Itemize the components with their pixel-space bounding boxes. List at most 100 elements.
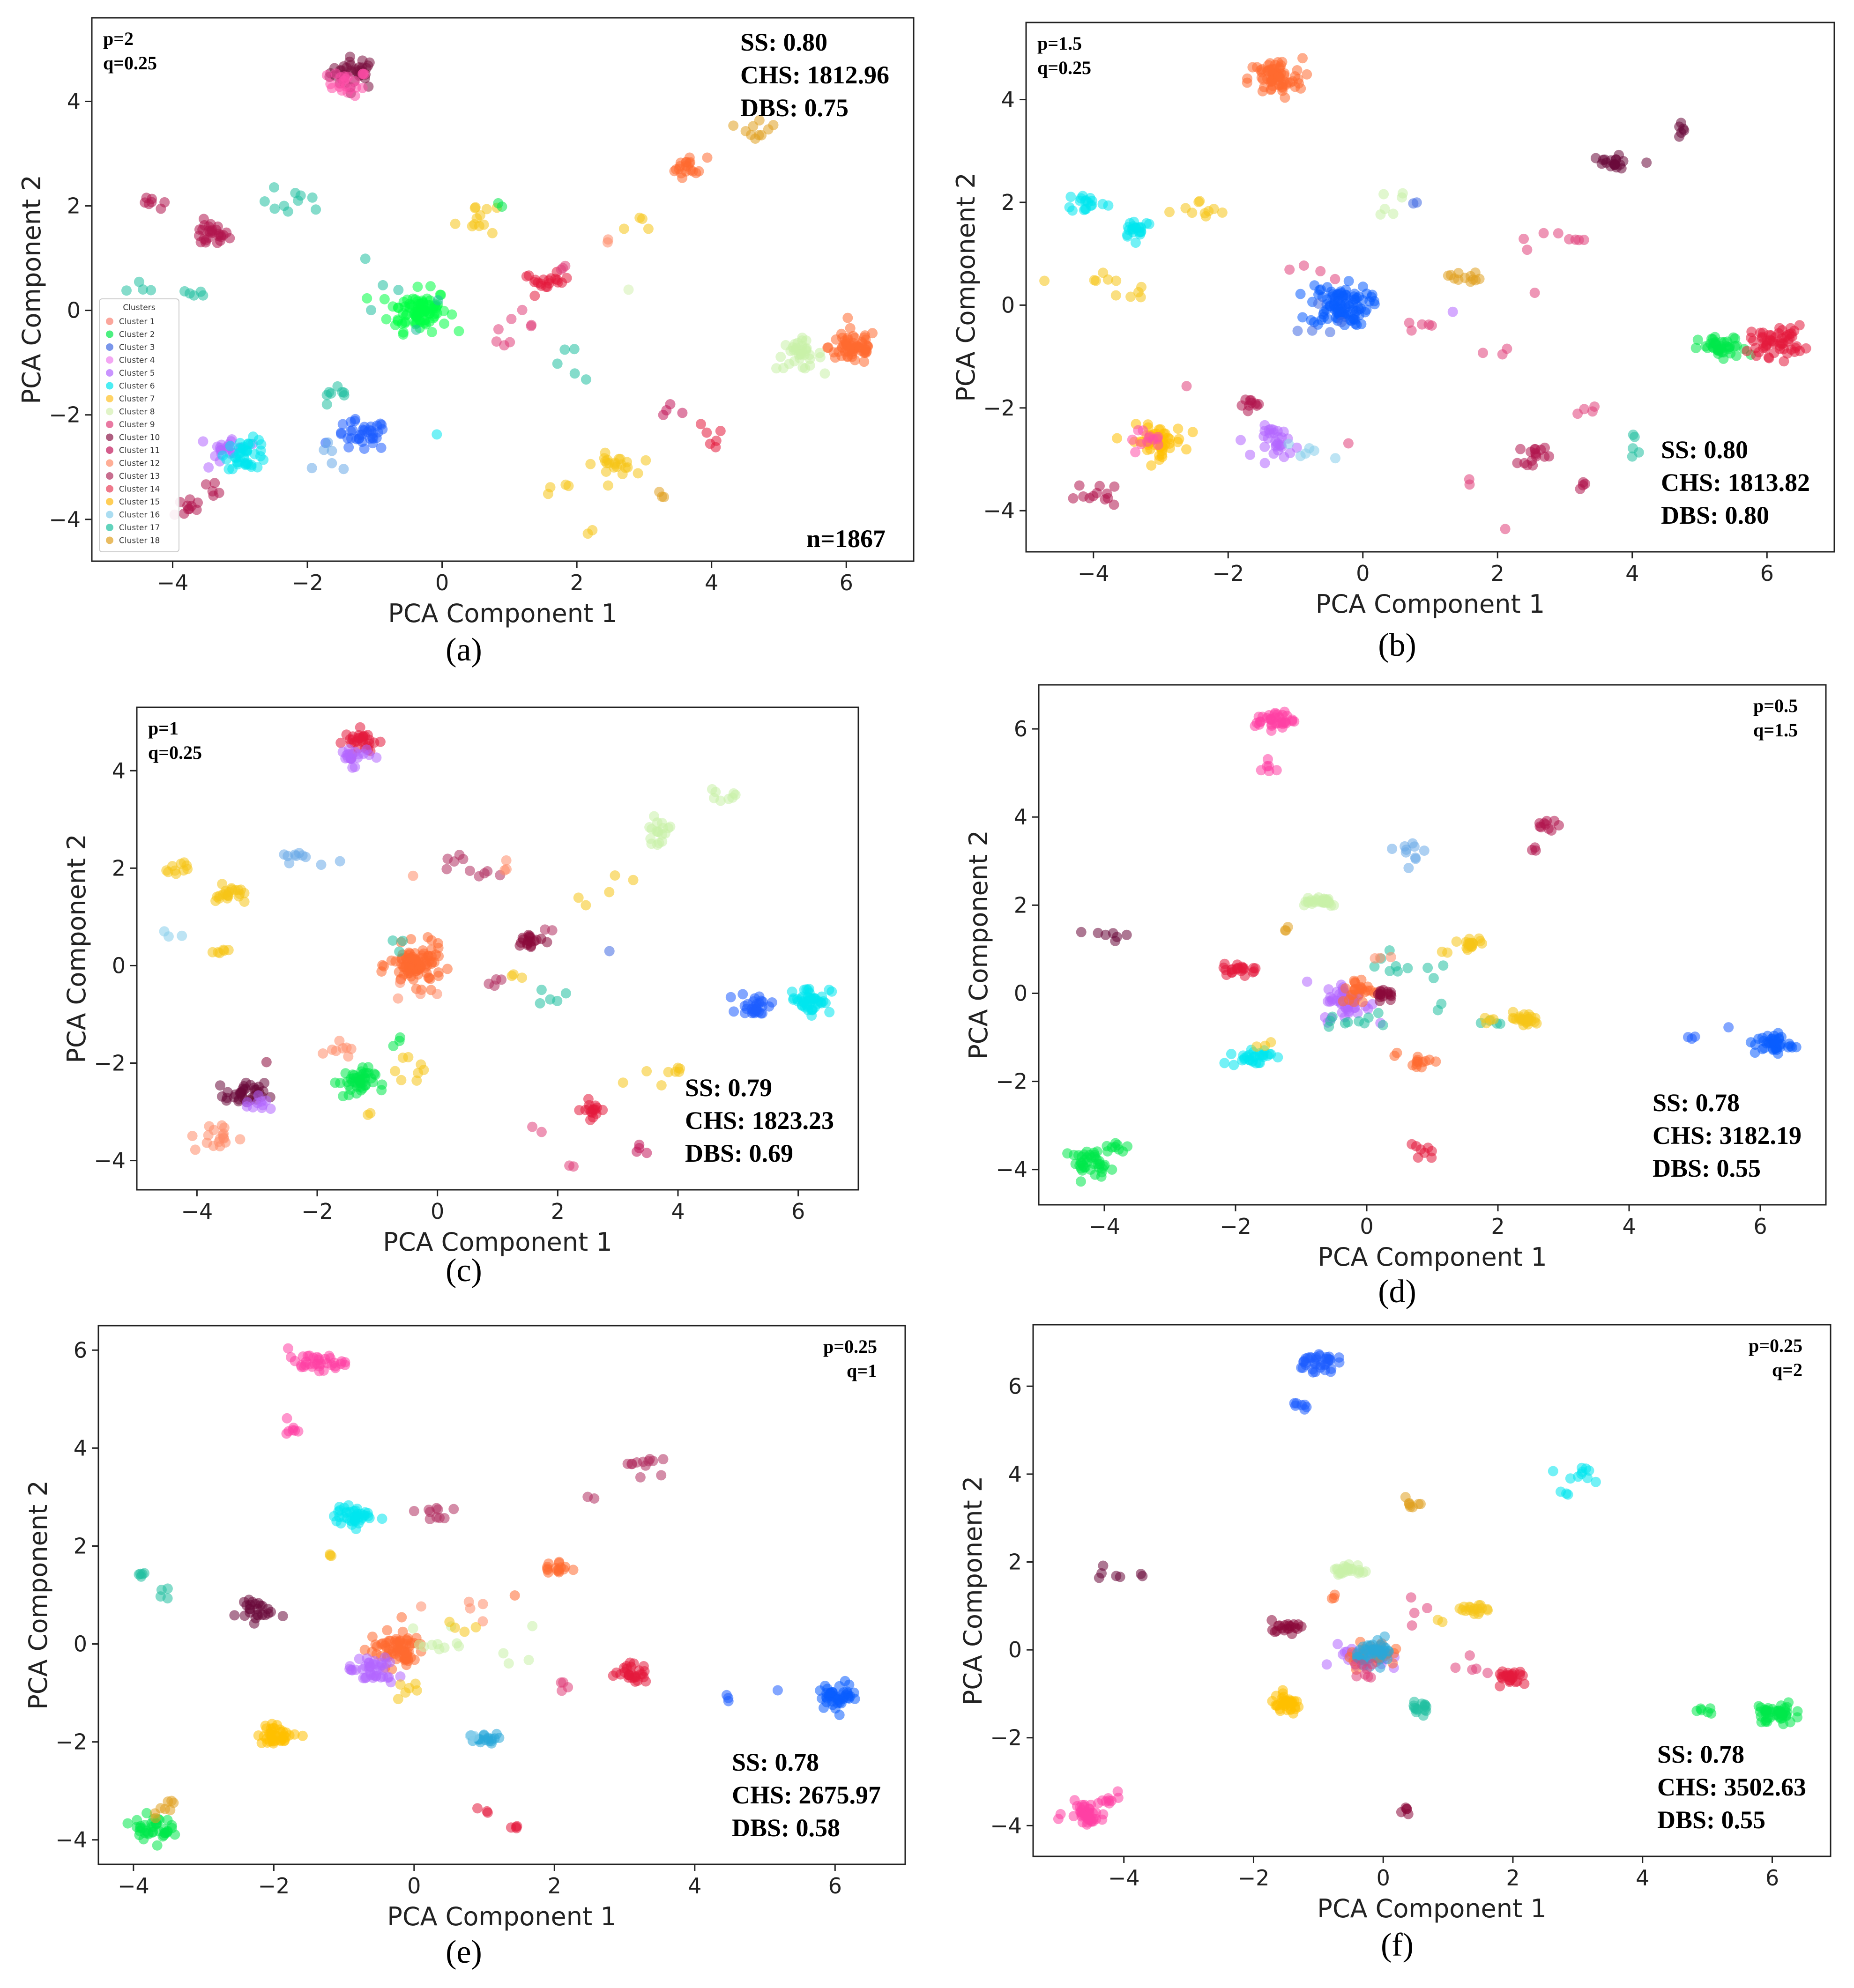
data-point [362,1653,372,1664]
data-point [1325,1016,1336,1026]
data-point [365,1108,376,1119]
y-tick-label: 4 [112,758,126,783]
data-point [208,1125,219,1135]
data-point [359,444,370,454]
data-point [238,1083,248,1094]
data-point [1122,231,1133,242]
data-point [1330,296,1340,307]
n-label: n=1867 [806,525,886,553]
data-point [326,1550,337,1561]
data-point [1522,245,1533,255]
data-point [469,219,480,230]
data-point [771,363,782,374]
data-point [338,1091,349,1102]
data-point [1319,898,1330,908]
data-point [1411,1704,1422,1715]
data-point [1133,287,1144,297]
data-point [1423,319,1434,330]
data-point [821,1697,832,1707]
data-point [1791,1042,1802,1053]
y-tick-label: 2 [1001,190,1015,215]
data-point [335,737,346,748]
data-point [1410,853,1421,864]
y-tick-label: 4 [74,1435,87,1461]
data-point [381,314,392,325]
data-point [262,1737,273,1748]
metric-label: CHS: 1823.23 [685,1106,834,1135]
data-point [1382,1654,1393,1664]
data-point [359,425,370,436]
data-point [1296,1362,1307,1373]
data-point [1112,1786,1123,1797]
data-point [1565,1473,1576,1484]
data-point [1422,1603,1432,1613]
data-point [470,1622,481,1632]
legend-entry: Cluster 7 [119,394,155,404]
data-point [1762,1031,1773,1041]
points-e [122,1343,860,1851]
data-point [632,1457,642,1468]
legend-marker [106,472,113,480]
data-point [613,453,624,464]
data-point [1354,291,1364,302]
data-point [397,1626,408,1637]
legend-marker [106,408,113,415]
data-point [408,1623,418,1634]
data-point [465,1730,476,1741]
data-point [1102,1146,1113,1157]
data-point [221,454,232,465]
data-point [1321,1659,1332,1670]
legend-entry: Cluster 1 [119,317,155,326]
data-point [1579,235,1589,245]
data-point [1578,477,1588,488]
data-point [214,488,224,498]
data-point [1598,155,1608,165]
data-point [426,326,437,337]
data-point [163,931,174,942]
panel-c: −4 −2 0 2 4 6 −4 −2 0 2 4 PCA Component 1 PCA Compon… [62,706,859,1289]
x-tick-label: −2 [1238,1865,1270,1891]
data-point [527,1621,538,1632]
data-point [1350,1659,1361,1669]
legend-entry: Cluster 4 [119,356,155,365]
data-point [425,281,436,292]
data-point [503,1658,514,1669]
data-point [401,310,411,321]
data-point [1088,491,1099,502]
data-point [447,309,457,320]
data-point [1053,1814,1064,1825]
legend-marker [106,524,113,531]
data-point [363,1068,374,1079]
data-point [343,433,353,444]
data-point [1730,333,1741,344]
data-point [1519,233,1529,244]
data-point [859,356,870,367]
data-point [643,223,654,234]
data-point [1245,449,1256,460]
param-label: p=0.25 [1749,1335,1802,1356]
data-point [675,1063,685,1074]
data-point [393,303,404,313]
data-point [1109,499,1119,510]
data-point [559,344,570,355]
data-point [1500,524,1511,534]
data-point [536,1127,547,1137]
data-point [343,1051,354,1062]
data-point [511,1822,521,1832]
data-point [1080,196,1090,207]
data-point [817,991,827,1002]
data-point [581,374,591,385]
data-point [439,1513,450,1523]
data-point [608,1670,618,1681]
data-point [298,1351,308,1362]
data-point [1723,1022,1734,1033]
data-point [677,172,688,183]
data-point [526,942,536,952]
data-point [521,271,532,282]
data-point [439,319,449,329]
data-point [1761,1715,1772,1726]
data-point [1289,716,1300,727]
data-point [122,1818,133,1829]
data-point [529,290,540,301]
data-point [1406,1592,1416,1603]
